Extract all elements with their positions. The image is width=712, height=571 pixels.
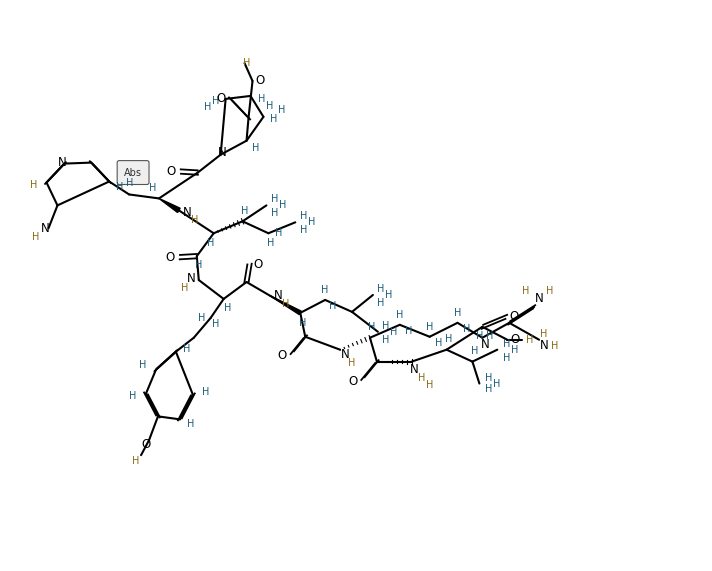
Text: H: H [267,238,274,248]
Text: H: H [282,299,289,309]
Text: H: H [426,322,434,332]
Text: H: H [308,218,315,227]
Text: H: H [278,200,286,210]
Text: H: H [382,335,389,345]
Text: H: H [298,318,306,328]
Text: H: H [275,228,282,238]
Text: O: O [278,349,287,362]
Text: H: H [270,114,277,124]
Text: N: N [182,206,192,219]
Text: H: H [463,324,470,334]
Text: H: H [485,372,492,383]
Text: H: H [32,232,39,242]
Text: H: H [241,206,248,216]
Text: H: H [377,298,384,308]
Text: N: N [219,146,227,159]
Text: H: H [191,215,199,226]
Text: O: O [142,438,151,451]
Text: N: N [535,292,543,305]
Text: H: H [405,326,412,336]
Polygon shape [271,296,301,315]
Text: H: H [485,384,492,395]
Text: H: H [418,372,425,383]
Text: H: H [368,322,376,332]
Text: H: H [511,345,518,355]
Text: H: H [30,180,37,191]
Text: H: H [396,310,404,320]
Text: H: H [271,194,278,204]
Text: H: H [385,290,392,300]
Text: O: O [165,251,174,264]
Text: H: H [198,313,206,323]
Text: H: H [523,286,530,296]
Text: N: N [540,339,548,352]
Text: H: H [181,283,189,293]
Polygon shape [159,199,180,212]
Text: H: H [454,308,461,318]
Text: H: H [330,301,337,311]
Text: H: H [224,303,231,313]
Text: O: O [216,93,225,106]
Text: H: H [300,226,307,235]
Text: N: N [340,348,350,361]
Text: H: H [132,456,140,466]
Text: H: H [526,335,534,345]
Text: H: H [476,331,483,341]
Text: H: H [471,345,478,356]
Text: H: H [390,327,397,337]
Text: O: O [511,333,520,346]
Text: H: H [540,329,548,339]
Text: Abs: Abs [124,167,142,178]
Text: N: N [187,272,195,284]
Text: O: O [348,375,357,388]
Text: H: H [382,321,389,331]
Text: H: H [212,319,219,329]
Text: H: H [503,339,510,349]
Text: O: O [256,74,265,87]
Text: H: H [348,357,356,368]
Text: H: H [243,58,250,68]
Text: H: H [321,285,329,295]
Text: H: H [445,333,452,344]
Text: H: H [278,105,285,115]
Text: O: O [167,165,176,178]
Text: N: N [410,363,419,376]
Text: H: H [207,238,214,248]
Text: H: H [212,96,219,106]
Text: H: H [183,344,191,353]
Text: N: N [58,156,67,169]
Text: H: H [130,392,137,401]
Text: H: H [150,183,157,194]
Text: N: N [274,289,283,303]
Text: H: H [202,388,209,397]
Text: H: H [187,419,194,429]
Text: O: O [510,311,519,323]
Text: H: H [271,208,278,218]
Text: H: H [117,183,124,192]
Text: H: H [252,143,259,152]
Text: H: H [127,179,134,188]
Text: H: H [377,284,384,294]
Text: H: H [195,260,202,270]
FancyBboxPatch shape [117,160,149,184]
Text: H: H [503,353,510,363]
Text: H: H [493,379,500,388]
Text: N: N [41,222,50,235]
Text: H: H [551,341,559,351]
Text: H: H [426,380,434,389]
Text: N: N [481,338,490,351]
Text: H: H [266,101,273,111]
Text: O: O [254,258,263,271]
Text: H: H [140,360,147,369]
Text: H: H [486,331,493,341]
Text: H: H [258,94,265,104]
Text: H: H [435,337,442,348]
Text: H: H [300,211,307,222]
Text: H: H [546,286,554,296]
Text: H: H [204,102,211,112]
